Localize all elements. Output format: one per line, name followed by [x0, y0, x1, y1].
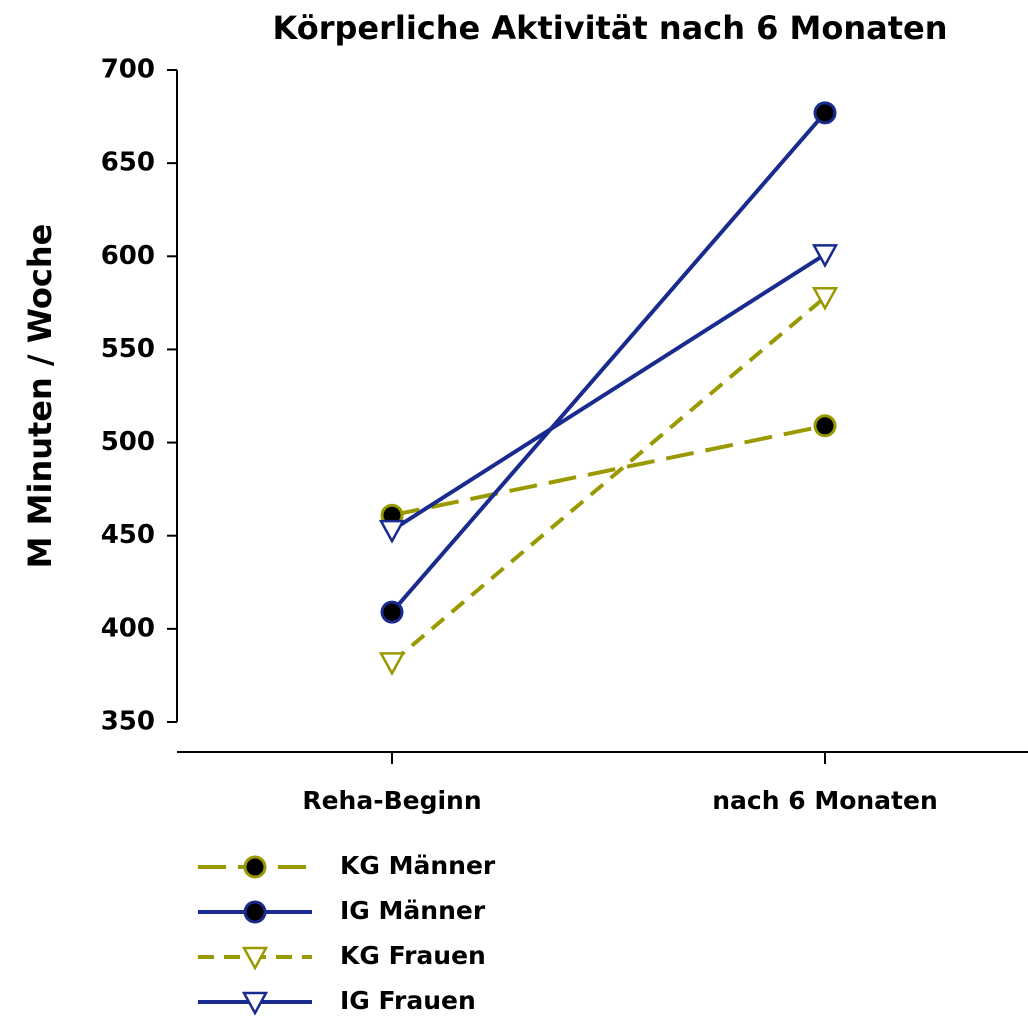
y-axis-label: M Minuten / Woche — [21, 224, 59, 569]
y-tick-label: 350 — [101, 707, 155, 737]
legend-label: IG Frauen — [340, 986, 476, 1015]
point — [811, 244, 839, 269]
point — [380, 600, 404, 624]
point — [243, 855, 267, 879]
series-line — [390, 252, 827, 532]
point — [378, 519, 406, 544]
y-tick-label: 650 — [101, 148, 155, 178]
y-tick-label: 600 — [101, 241, 155, 271]
chart-title: Körperliche Aktivität nach 6 Monaten — [272, 9, 947, 47]
series-line — [390, 111, 827, 614]
legend-label: KG Frauen — [340, 941, 486, 970]
point — [811, 287, 839, 311]
series-line — [391, 423, 826, 518]
point — [813, 414, 837, 438]
point — [813, 101, 837, 125]
y-tick-label: 400 — [101, 613, 155, 643]
point — [243, 900, 267, 924]
x-tick-label: nach 6 Monaten — [712, 786, 938, 815]
y-tick-label: 500 — [101, 427, 155, 457]
x-tick-label: Reha-Beginn — [302, 786, 481, 815]
series-line — [390, 295, 827, 664]
legend-label: KG Männer — [340, 851, 496, 880]
y-tick-label: 700 — [101, 55, 155, 85]
y-tick-label: 550 — [101, 334, 155, 364]
point — [241, 946, 269, 971]
y-tick-label: 450 — [101, 520, 155, 550]
point — [241, 991, 269, 1016]
point — [378, 652, 406, 676]
legend-label: IG Männer — [340, 896, 486, 925]
